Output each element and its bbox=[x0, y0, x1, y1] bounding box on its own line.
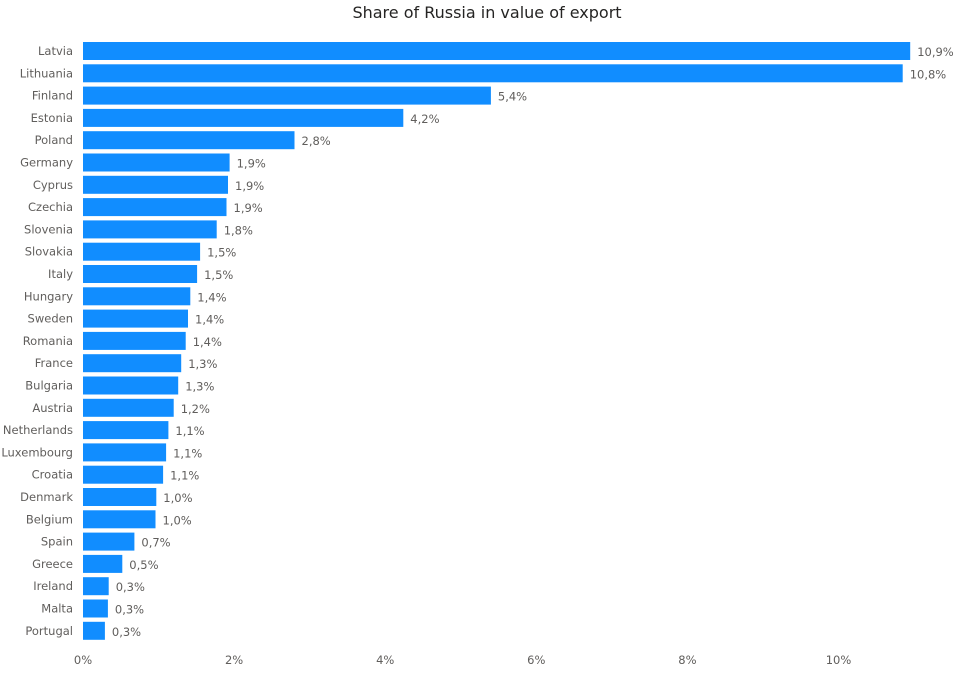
category-label: France bbox=[35, 356, 73, 370]
bar-hungary[interactable] bbox=[83, 287, 191, 306]
category-label: Slovakia bbox=[25, 245, 73, 259]
category-label: Hungary bbox=[24, 289, 73, 303]
category-label: Czechia bbox=[28, 200, 73, 214]
category-label: Latvia bbox=[38, 44, 73, 58]
data-label: 1,3% bbox=[185, 380, 214, 394]
data-label: 4,2% bbox=[410, 112, 439, 126]
bar-finland[interactable] bbox=[83, 86, 491, 105]
category-label: Portugal bbox=[25, 624, 73, 638]
data-label: 1,5% bbox=[204, 268, 233, 282]
data-label: 1,1% bbox=[175, 424, 204, 438]
category-label: Luxembourg bbox=[1, 445, 73, 459]
data-label: 1,9% bbox=[234, 201, 263, 215]
data-label: 1,1% bbox=[173, 446, 202, 460]
data-label: 1,4% bbox=[197, 290, 226, 304]
category-label: Spain bbox=[41, 535, 73, 549]
bar-portugal[interactable] bbox=[83, 621, 105, 640]
category-label: Slovenia bbox=[24, 222, 73, 236]
data-label: 1,4% bbox=[195, 313, 224, 327]
category-label: Austria bbox=[32, 401, 73, 415]
category-label: Malta bbox=[41, 602, 73, 616]
category-label: Finland bbox=[32, 89, 73, 103]
category-label: Romania bbox=[23, 334, 73, 348]
data-label: 5,4% bbox=[498, 90, 527, 104]
category-label: Poland bbox=[35, 133, 73, 147]
bars-layer bbox=[83, 42, 911, 640]
bar-austria[interactable] bbox=[83, 398, 174, 417]
x-tick-label: 2% bbox=[225, 653, 243, 667]
category-label: Croatia bbox=[32, 468, 73, 482]
x-tick-label: 4% bbox=[376, 653, 394, 667]
x-tick-label: 10% bbox=[826, 653, 852, 667]
data-labels-layer: 10,9% 10,8% 5,4% 4,2% 2,8% 1,9% 1,9% 1,9% 1,8% 1,… bbox=[112, 45, 954, 639]
data-label: 10,9% bbox=[917, 45, 954, 59]
bar-luxembourg[interactable] bbox=[83, 443, 167, 462]
category-label: Belgium bbox=[26, 512, 73, 526]
bar-denmark[interactable] bbox=[83, 488, 157, 506]
category-label: Lithuania bbox=[20, 66, 73, 80]
bar-estonia[interactable] bbox=[83, 108, 404, 127]
category-label: Bulgaria bbox=[25, 379, 73, 393]
x-axis-ticks-layer: 0% 2% 4% 6% 8% 10% bbox=[74, 653, 851, 667]
bar-malta[interactable] bbox=[83, 599, 108, 618]
bar-slovenia[interactable] bbox=[83, 220, 217, 239]
data-label: 0,3% bbox=[115, 603, 144, 617]
category-label: Italy bbox=[48, 267, 73, 281]
data-label: 1,5% bbox=[207, 246, 236, 260]
category-label: Sweden bbox=[28, 312, 73, 326]
data-label: 1,9% bbox=[237, 157, 266, 171]
bar-germany[interactable] bbox=[83, 153, 230, 172]
bar-croatia[interactable] bbox=[83, 465, 164, 484]
data-label: 1,4% bbox=[193, 335, 222, 349]
category-label: Denmark bbox=[20, 490, 73, 504]
bar-sweden[interactable] bbox=[83, 309, 188, 328]
category-label: Greece bbox=[32, 557, 73, 571]
bar-ireland[interactable] bbox=[83, 577, 109, 596]
bar-spain[interactable] bbox=[83, 532, 135, 551]
x-tick-label: 0% bbox=[74, 653, 92, 667]
data-label: 0,3% bbox=[112, 625, 141, 639]
data-label: 1,3% bbox=[188, 357, 217, 371]
bar-netherlands[interactable] bbox=[83, 421, 169, 440]
x-tick-label: 8% bbox=[678, 653, 696, 667]
category-label: Germany bbox=[20, 156, 73, 170]
data-label: 1,9% bbox=[235, 179, 264, 193]
x-tick-label: 6% bbox=[527, 653, 545, 667]
bar-latvia[interactable] bbox=[83, 42, 911, 60]
data-label: 0,5% bbox=[129, 558, 158, 572]
data-label: 1,1% bbox=[170, 469, 199, 483]
category-label: Cyprus bbox=[33, 178, 73, 192]
data-label: 1,8% bbox=[224, 223, 253, 237]
data-label: 0,3% bbox=[116, 580, 145, 594]
category-label: Ireland bbox=[33, 579, 73, 593]
chart-title: Share of Russia in value of export bbox=[352, 3, 622, 22]
bar-italy[interactable] bbox=[83, 265, 198, 283]
bar-france[interactable] bbox=[83, 354, 182, 373]
data-label: 1,2% bbox=[181, 402, 210, 416]
category-label: Estonia bbox=[31, 111, 73, 125]
bar-cyprus[interactable] bbox=[83, 175, 228, 194]
bar-czechia[interactable] bbox=[83, 198, 227, 217]
bar-bulgaria[interactable] bbox=[83, 376, 179, 395]
bar-belgium[interactable] bbox=[83, 510, 156, 529]
bar-greece[interactable] bbox=[83, 554, 123, 573]
data-label: 0,7% bbox=[141, 536, 170, 550]
data-label: 1,0% bbox=[163, 513, 192, 527]
bar-romania[interactable] bbox=[83, 331, 186, 350]
bar-slovakia[interactable] bbox=[83, 242, 201, 261]
data-label: 2,8% bbox=[302, 134, 331, 148]
category-labels-layer: Latvia Lithuania Finland Estonia Poland Germa… bbox=[1, 44, 73, 638]
data-label: 10,8% bbox=[910, 67, 947, 81]
bar-poland[interactable] bbox=[83, 131, 295, 150]
category-label: Netherlands bbox=[3, 423, 73, 437]
data-label: 1,0% bbox=[163, 491, 192, 505]
bar-lithuania[interactable] bbox=[83, 64, 903, 83]
